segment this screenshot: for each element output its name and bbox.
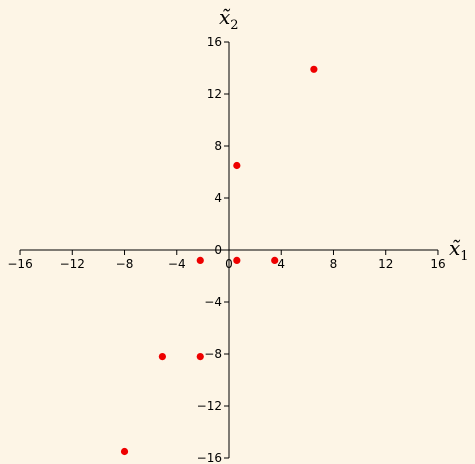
data-point: [120, 447, 129, 456]
data-point: [233, 256, 241, 264]
data-point: [158, 353, 166, 361]
y-tick-label: −4: [204, 295, 222, 309]
y-tick-label: 4: [214, 191, 222, 205]
y-tick-label: −8: [204, 347, 222, 361]
x-tick-label: 8: [330, 257, 338, 271]
x-tick-label: 16: [430, 257, 445, 271]
data-point: [233, 161, 241, 170]
data-point: [196, 353, 204, 361]
y-tick-label: 0: [214, 243, 222, 257]
x-tick-label: −8: [116, 257, 134, 271]
x-tick-label: 0: [225, 257, 233, 271]
y-tick-label: 12: [207, 87, 222, 101]
x-tick-label: 12: [378, 257, 393, 271]
x-tick-label: −12: [60, 257, 85, 271]
x-tick-label: −16: [7, 257, 32, 271]
y-tick-label: −16: [197, 451, 222, 464]
y-tick-label: 8: [214, 139, 222, 153]
y-axis-label-sub: 2: [230, 18, 238, 33]
y-tick-label: −12: [197, 399, 222, 413]
y-axis-label-main: x̃: [219, 5, 231, 29]
data-point: [196, 256, 204, 264]
data-point: [271, 256, 279, 264]
data-points: [120, 65, 318, 456]
tick-labels: −16 −12 −8 −4 0 4 8 12 16 −16 −12 −8 −4 0 4 8 12 16: [7, 35, 445, 464]
axes: [19, 41, 439, 459]
x-axis-label-main: x̃: [449, 236, 461, 260]
data-point: [310, 65, 318, 73]
x-axis-label: x̃1: [449, 236, 469, 264]
y-axis-label: x̃2: [219, 5, 239, 33]
x-axis-label-sub: 1: [460, 249, 468, 264]
y-tick-label: 16: [207, 35, 222, 49]
x-tick-label: −4: [168, 257, 186, 271]
x-tick-label: 4: [277, 257, 285, 271]
